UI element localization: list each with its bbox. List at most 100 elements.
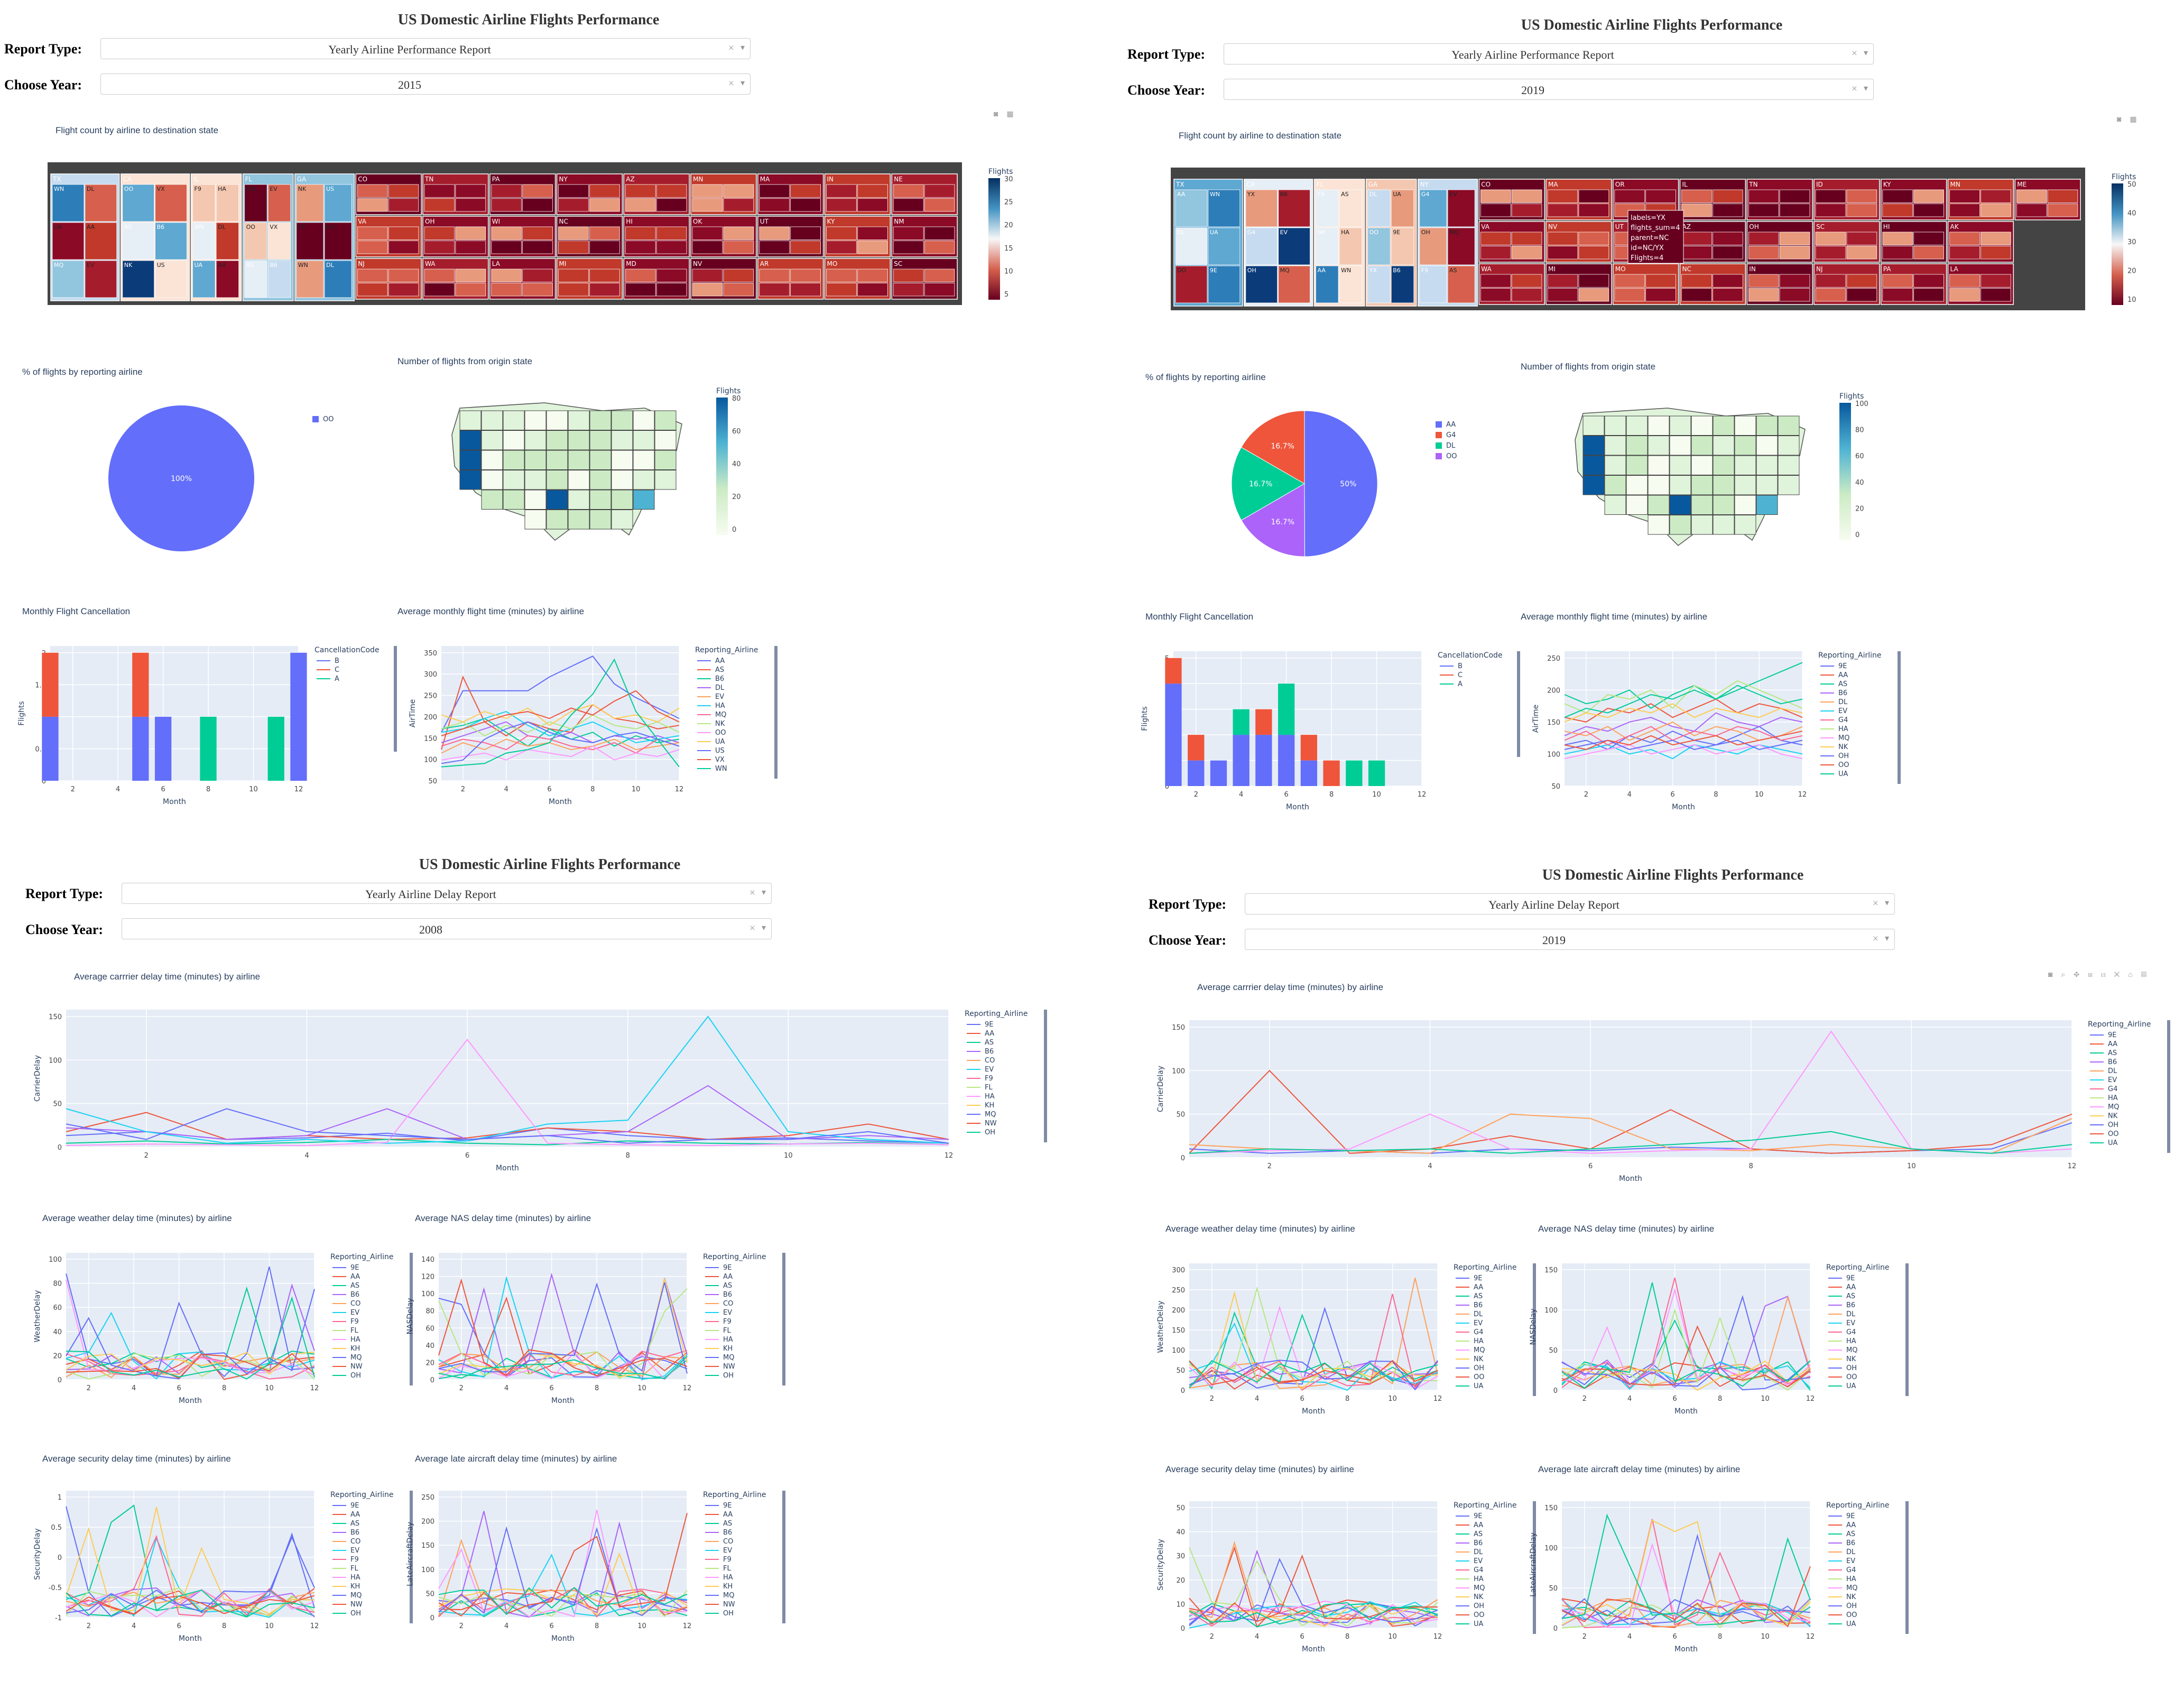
legend-item[interactable]: NK (715, 720, 725, 728)
bar-B[interactable] (1165, 683, 1182, 786)
treemap-carrier-cell[interactable] (155, 260, 187, 298)
line-chart[interactable]: 0 50 100 150 200 250 300 2 4 6 8 10 12 Month WeatherDe… (1156, 1263, 1575, 1422)
treemap-carrier-cell[interactable] (857, 198, 888, 212)
treemap-state-WA[interactable]: WA (1478, 263, 1545, 305)
legend-item[interactable]: F9 (350, 1556, 359, 1564)
treemap-carrier-cell[interactable] (388, 269, 419, 282)
clear-icon[interactable]: × (728, 42, 734, 54)
treemap-state-NC[interactable]: NC (556, 216, 623, 257)
treemap-state-HI[interactable]: HI (623, 216, 690, 257)
series-line-G4[interactable] (1561, 1277, 1811, 1389)
state-region[interactable] (568, 410, 590, 431)
legend-item[interactable]: UA (1838, 770, 1848, 778)
state-region[interactable] (524, 430, 547, 450)
treemap-carrier-cell[interactable] (1391, 265, 1414, 303)
treemap-carrier-cell[interactable] (2016, 204, 2047, 217)
treemap-state-CO[interactable]: CO (1478, 179, 1545, 220)
treemap-carrier-cell[interactable] (1645, 274, 1676, 288)
treemap-carrier-cell[interactable] (1981, 274, 2011, 288)
line-chart[interactable]: 0 50 100 150 2 4 6 8 10 12 Month CarrierDelay Report… (1156, 1020, 2184, 1189)
legend-item[interactable]: MQ (2108, 1103, 2119, 1111)
treemap-carrier-cell[interactable] (491, 184, 522, 198)
treemap-carrier-cell[interactable] (692, 269, 723, 282)
state-region[interactable] (654, 450, 677, 470)
clear-icon[interactable]: × (749, 887, 755, 899)
treemap-carrier-cell[interactable] (155, 184, 187, 222)
series-line-9E[interactable] (1561, 1533, 1811, 1627)
legend-item[interactable]: AA (1846, 1521, 1856, 1529)
series-line-OH[interactable] (438, 1355, 688, 1380)
treemap-carrier-cell[interactable] (122, 260, 155, 298)
state-region[interactable] (1734, 436, 1756, 456)
legend-swatch[interactable] (1436, 453, 1442, 459)
treemap-carrier-cell[interactable] (491, 241, 522, 254)
legend-item[interactable]: G4 (1474, 1328, 1483, 1336)
treemap-state-TN[interactable]: TN (422, 173, 489, 215)
treemap-state-AZ[interactable]: AZ (1679, 221, 1746, 263)
bar-B[interactable] (155, 716, 172, 781)
treemap-carrier-cell[interactable] (924, 184, 955, 198)
treemap-state-NY[interactable]: NY G4 EV OH MQ F9 AS (1418, 179, 1478, 307)
treemap-carrier-cell[interactable] (857, 241, 888, 254)
legend-item[interactable]: OH (1846, 1364, 1857, 1372)
state-region[interactable] (1713, 475, 1735, 495)
report-type-dropdown[interactable]: Yearly Airline Delay Report × ▾ (1245, 893, 1895, 914)
treemap-state-MD[interactable]: MD (623, 258, 690, 300)
treemap-carrier-cell[interactable] (558, 269, 589, 282)
legend-item[interactable]: UA (1474, 1382, 1484, 1390)
legend-item[interactable]: AA (1846, 1283, 1856, 1291)
line-chart[interactable]: 50 100 150 200 250 300 350 2 4 6 8 10 12 Month AirTime… (409, 646, 817, 812)
legend-scrollbar[interactable] (1905, 1501, 1909, 1634)
treemap-state-OK[interactable]: OK (690, 216, 757, 257)
series-line-EV[interactable] (438, 1276, 688, 1380)
chevron-down-icon[interactable]: ▾ (740, 43, 745, 52)
treemap-carrier-cell[interactable] (1547, 246, 1578, 260)
treemap-carrier-cell[interactable] (388, 226, 419, 240)
treemap-carrier-cell[interactable] (1480, 246, 1511, 260)
treemap-carrier-cell[interactable] (1208, 227, 1241, 265)
legend-item[interactable]: B6 (985, 1048, 994, 1056)
legend-item[interactable]: CO (350, 1300, 360, 1308)
pie-slice-G4[interactable] (1241, 483, 1305, 557)
state-region[interactable] (1583, 475, 1605, 495)
legend-item[interactable]: FL (723, 1565, 731, 1573)
treemap-carrier-cell[interactable] (1175, 227, 1208, 265)
treemap-carrier-cell[interactable] (625, 184, 656, 198)
state-region[interactable] (1778, 415, 1800, 436)
treemap-carrier-cell[interactable] (455, 241, 486, 254)
legend-item[interactable]: EV (2108, 1076, 2117, 1084)
state-region[interactable] (1756, 455, 1778, 476)
treemap-carrier-cell[interactable] (216, 222, 239, 260)
treemap-carrier-cell[interactable] (244, 184, 267, 222)
chevron-down-icon[interactable]: ▾ (1884, 934, 1889, 943)
treemap-carrier-cell[interactable] (857, 283, 888, 297)
treemap[interactable]: TX WN DL UA AA MQ EV CA OO VX AS B6 NK US IL F9 HA WN DL UA… (48, 162, 962, 305)
treemap-carrier-cell[interactable] (1547, 274, 1578, 288)
treemap-carrier-cell[interactable] (1779, 288, 1810, 302)
state-region[interactable] (633, 489, 655, 510)
legend-item[interactable]: KH (985, 1102, 994, 1110)
treemap-carrier-cell[interactable] (1913, 288, 1944, 302)
state-region[interactable] (1734, 515, 1756, 535)
state-region[interactable] (546, 489, 568, 510)
treemap-carrier-cell[interactable] (790, 241, 821, 254)
treemap-carrier-cell[interactable] (1748, 204, 1779, 217)
treemap-carrier-cell[interactable] (1681, 189, 1712, 203)
treemap-carrier-cell[interactable] (625, 241, 656, 254)
legend-item[interactable]: KH (723, 1345, 733, 1353)
legend-item[interactable]: 9E (1474, 1274, 1483, 1282)
bar-chart[interactable]: 01234524681012MonthFlightsCancellationCo… (1141, 651, 1559, 818)
treemap-carrier-cell[interactable] (1316, 227, 1339, 265)
line-chart[interactable]: 0 50 100 150 2 4 6 8 10 12 Month NASDelay Reporting_… (1529, 1263, 1948, 1422)
legend-item[interactable]: B6 (350, 1529, 359, 1537)
treemap-carrier-cell[interactable] (1278, 265, 1310, 303)
treemap-carrier-cell[interactable] (625, 226, 656, 240)
treemap-state-MO[interactable]: MO (1613, 263, 1679, 305)
legend-item[interactable]: DL (1838, 698, 1848, 706)
treemap-carrier-cell[interactable] (759, 283, 790, 297)
state-region[interactable] (1691, 515, 1713, 535)
state-region[interactable] (1669, 436, 1691, 456)
treemap-carrier-cell[interactable] (558, 241, 589, 254)
state-region[interactable] (568, 430, 590, 450)
legend-item[interactable]: HA (715, 702, 725, 710)
